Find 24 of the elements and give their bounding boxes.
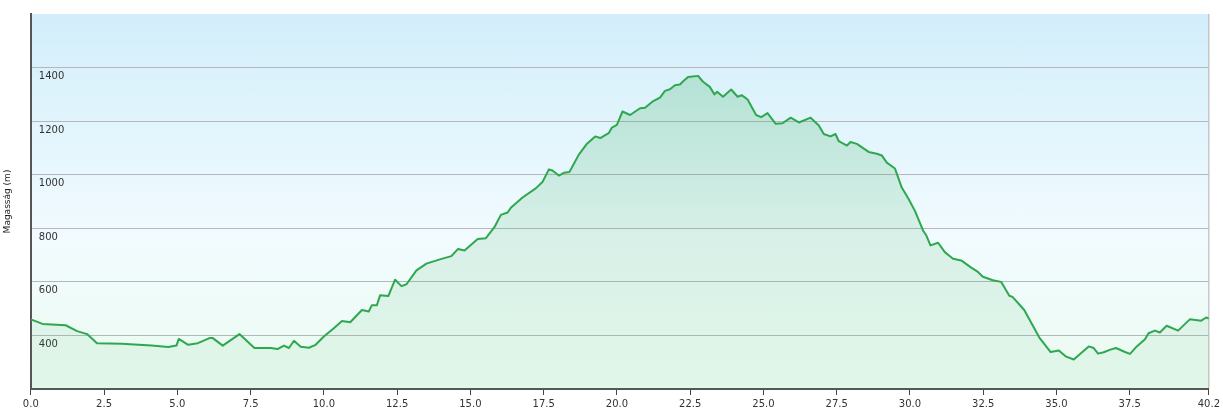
y-tick-label: 1200 — [38, 123, 65, 135]
x-tick-label: 17.5 — [532, 397, 555, 409]
x-tick-label: 12.5 — [385, 397, 409, 409]
x-tick-label: 15.0 — [459, 397, 482, 409]
x-tick-label: 25.0 — [752, 397, 775, 409]
x-tick-label: 22.5 — [679, 397, 702, 409]
x-tick-label: 35.0 — [1045, 397, 1068, 409]
x-tick-label: 10.0 — [312, 397, 335, 409]
x-tick-label: 5.0 — [169, 397, 186, 409]
y-tick-label: 1400 — [38, 70, 65, 82]
x-tick-label: 7.5 — [242, 397, 259, 409]
y-tick-label: 800 — [38, 230, 58, 242]
x-tick-label: 27.5 — [825, 397, 848, 409]
x-tick-label: 37.5 — [1118, 397, 1141, 409]
y-tick-label: 1000 — [38, 177, 65, 189]
x-tick-label: 20.0 — [605, 397, 629, 409]
x-tick-label: 40.2 — [1197, 397, 1220, 409]
y-tick-label: 400 — [38, 338, 58, 350]
x-tick-label: 0.0 — [22, 397, 39, 409]
x-tick-label: 2.5 — [96, 397, 113, 409]
x-tick-label: 32.5 — [972, 397, 995, 409]
y-axis-title: Magasság (m) — [1, 169, 12, 234]
y-tick-label: 600 — [38, 284, 58, 296]
x-tick-label: 30.0 — [898, 397, 922, 409]
